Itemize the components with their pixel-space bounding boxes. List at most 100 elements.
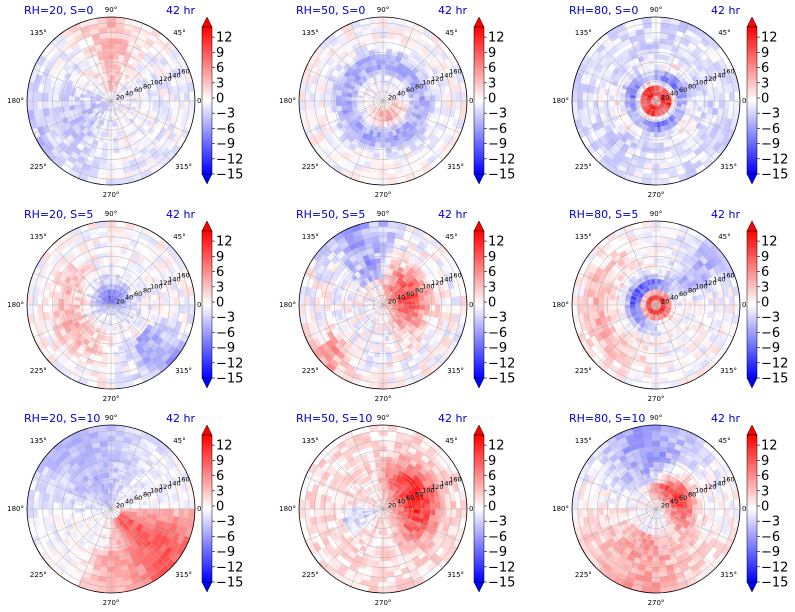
polar-grid xyxy=(572,425,740,593)
angle-tick-label: 270° xyxy=(103,191,120,199)
panel-title: RH=80, S=0 xyxy=(569,4,638,17)
angle-tick-label: 315° xyxy=(175,367,192,375)
angle-tick-label: 270° xyxy=(375,599,392,607)
radial-tick-label: 40 xyxy=(397,90,405,98)
angle-tick-label: 90° xyxy=(105,210,117,218)
radial-tick-label: 140 xyxy=(168,71,180,79)
radial-tick-label: 160 xyxy=(449,68,461,76)
colorbar-tick-label: −6 xyxy=(216,530,235,545)
colorbar-tick-label: 6 xyxy=(216,61,224,76)
angle-tick-label: 0° xyxy=(469,301,477,309)
colorbar-tick-label: 3 xyxy=(488,76,496,91)
panel-title: RH=20, S=10 xyxy=(24,412,100,425)
radial-tick-label: 140 xyxy=(168,275,180,283)
colorbar-tick-label: −15 xyxy=(761,372,788,387)
colorbar-tick-label: 9 xyxy=(488,46,496,61)
angle-tick-label: 135° xyxy=(302,233,319,241)
colorbar-tick-label: 0 xyxy=(216,92,224,107)
angle-tick-label: 180° xyxy=(7,97,24,105)
radial-tick-label: 40 xyxy=(670,90,678,98)
radial-tick-label: 60 xyxy=(134,494,142,502)
radial-tick-label: 40 xyxy=(125,90,133,98)
angle-tick-label: 135° xyxy=(302,29,319,37)
colorbar-tick-label: 12 xyxy=(488,439,505,454)
panel-time-label: 42 hr xyxy=(711,208,740,221)
panel-time-label: 42 hr xyxy=(166,4,195,17)
polar-grid xyxy=(572,17,740,185)
radial-tick-label: 100 xyxy=(150,283,162,291)
colorbar-tick-label: 0 xyxy=(488,500,496,515)
radial-tick-label: 160 xyxy=(722,68,734,76)
angle-tick-label: 45° xyxy=(718,437,730,445)
colorbar-tick-label: 3 xyxy=(488,280,496,295)
colorbar-tick-label: −12 xyxy=(216,560,243,575)
colorbar-tick-label: −3 xyxy=(216,311,235,326)
angle-tick-label: 225° xyxy=(30,571,47,579)
radial-tick-label: 60 xyxy=(406,290,414,298)
angle-tick-label: 0° xyxy=(742,301,750,309)
angle-tick-label: 225° xyxy=(575,571,592,579)
radial-tick-label: 40 xyxy=(397,498,405,506)
panel-title: RH=20, S=0 xyxy=(24,4,93,17)
panel-title: RH=50, S=5 xyxy=(296,208,365,221)
colorbar-tick-label: −3 xyxy=(488,515,507,530)
colorbar-tick-label: 12 xyxy=(761,31,778,46)
angle-tick-label: 90° xyxy=(377,414,389,422)
colorbar-tick-label: 3 xyxy=(761,484,769,499)
angle-tick-label: 270° xyxy=(103,599,120,607)
colorbar-tick-label: −6 xyxy=(761,326,780,341)
colorbar-tick-label: −6 xyxy=(488,326,507,341)
radial-tick-label: 100 xyxy=(695,487,707,495)
panel-time-label: 42 hr xyxy=(438,4,467,17)
radial-tick-label: 20 xyxy=(116,93,124,101)
colorbar-tick-label: 9 xyxy=(216,250,224,265)
radial-tick-label: 20 xyxy=(661,93,669,101)
radial-tick-label: 40 xyxy=(670,294,678,302)
radial-tick-label: 20 xyxy=(661,297,669,305)
polar-frame xyxy=(26,16,196,186)
angle-tick-label: 180° xyxy=(7,505,24,513)
angle-tick-label: 45° xyxy=(445,437,457,445)
radial-tick-label: 100 xyxy=(150,487,162,495)
polar-frame xyxy=(298,424,468,594)
colorbar-tick-label: 9 xyxy=(761,46,769,61)
angle-tick-label: 270° xyxy=(103,395,120,403)
colorbar-tick-label: −12 xyxy=(216,356,243,371)
polar-frame xyxy=(298,220,468,390)
angle-tick-label: 135° xyxy=(575,29,592,37)
colorbar-tick-label: −15 xyxy=(761,168,788,183)
angle-tick-label: 90° xyxy=(105,414,117,422)
angle-tick-label: 90° xyxy=(377,210,389,218)
angle-tick-label: 90° xyxy=(650,414,662,422)
polar-panel: 20 40 60 8010012014016090°45°0°315°270°225°… xyxy=(552,4,788,199)
radial-tick-label: 100 xyxy=(422,283,434,291)
angle-tick-label: 45° xyxy=(173,29,185,37)
panel-time-label: 42 hr xyxy=(438,208,467,221)
angle-tick-label: 45° xyxy=(173,233,185,241)
colorbar-tick-label: −3 xyxy=(216,515,235,530)
colorbar-tick-label: 6 xyxy=(216,265,224,280)
panel-title: RH=20, S=5 xyxy=(24,208,93,221)
colorbar-tick-label: 3 xyxy=(216,280,224,295)
colorbar-tick-label: −6 xyxy=(488,530,507,545)
angle-tick-label: 0° xyxy=(197,301,205,309)
radial-tick-label: 120 xyxy=(431,279,443,287)
polar-frame xyxy=(571,424,741,594)
polar-frame xyxy=(298,16,468,186)
polar-grid xyxy=(27,221,195,389)
angle-tick-label: 270° xyxy=(648,395,665,403)
angle-tick-label: 45° xyxy=(445,233,457,241)
polar-heatmap xyxy=(298,424,468,594)
colorbar-tick-label: −12 xyxy=(488,560,515,575)
colorbar-tick-label: −9 xyxy=(216,137,235,152)
colorbar-tick-label: 6 xyxy=(216,469,224,484)
angle-tick-label: 315° xyxy=(175,571,192,579)
colorbar-tick-label: −15 xyxy=(488,576,515,591)
radial-tick-label: 80 xyxy=(688,490,696,498)
colorbar-tick-label: 3 xyxy=(761,76,769,91)
radial-tick-label: 80 xyxy=(415,490,423,498)
colorbar-tick-label: −3 xyxy=(761,311,780,326)
colorbar-tick-label: 9 xyxy=(488,250,496,265)
